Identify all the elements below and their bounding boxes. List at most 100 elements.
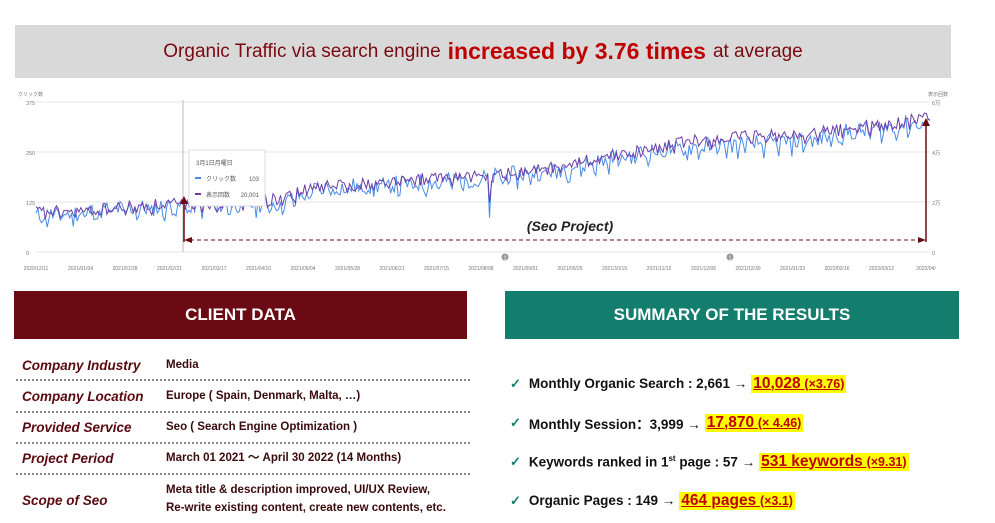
- seo-project-label: (Seo Project): [527, 218, 614, 234]
- x-tick-label: 2021/11/12: [647, 266, 672, 272]
- summary-highlight: 17,870 (× 4.46): [704, 413, 804, 432]
- annotation-marker-label: 1: [504, 256, 507, 262]
- x-tick-label: 2021/01/23: [780, 266, 805, 272]
- summary-header: SUMMARY OF THE RESULTS: [505, 291, 959, 339]
- tooltip-clicks-value: 103: [249, 177, 260, 183]
- annotation-marker: [501, 253, 509, 261]
- client-value: Meta title & description improved, UI/UX…: [166, 482, 446, 518]
- tooltip-box: [188, 149, 266, 207]
- x-tick-label: 2021/02/21: [157, 266, 182, 272]
- left-tick-label: 0: [26, 251, 29, 257]
- x-tick-label: 2020/12/11: [24, 266, 49, 272]
- check-icon: ✓: [510, 453, 521, 469]
- summary-item: ✓ Organic Pages : 149 → 464 pages (×3.1): [510, 481, 970, 520]
- client-row-service: Provided Service Seo ( Search Engine Opt…: [16, 413, 470, 444]
- summary-title: SUMMARY OF THE RESULTS: [613, 305, 851, 324]
- summary-prefix: Keywords ranked in 1st page : 57 →: [529, 454, 755, 470]
- right-tick-label: 0: [932, 251, 935, 257]
- client-label: Provided Service: [22, 420, 132, 435]
- right-tick-label: 2万: [932, 200, 941, 207]
- annotation-marker: [726, 253, 734, 261]
- summary-prefix: Organic Pages : 149 →: [528, 493, 676, 508]
- annotation-marker-label: 1: [729, 256, 732, 262]
- client-value: Europe ( Spain, Denmark, Malta, …): [166, 389, 361, 402]
- summary-item: ✓ Keywords ranked in 1st page : 57 → 531…: [510, 442, 970, 481]
- summary-multiplier: (×9.31): [866, 454, 907, 469]
- tooltip-date: 3月1日月曜日: [196, 160, 233, 167]
- tooltip-impressions-value: 20,001: [241, 193, 260, 199]
- arrow-right-head: [922, 118, 930, 126]
- client-row-scope: Scope of Seo Meta title & description im…: [16, 475, 470, 523]
- summary-multiplier: (× 4.46): [757, 415, 802, 430]
- x-tick-label: 2022/04/: [916, 266, 936, 272]
- summary-prefix-b: page : 57 →: [675, 454, 756, 470]
- summary-highlight: 531 keywords (×9.31): [759, 452, 909, 471]
- x-tick-label: 2021/05/04: [290, 266, 315, 272]
- x-tick-label: 2021/07/15: [424, 266, 449, 272]
- summary-highlight: 464 pages (×3.1): [679, 491, 795, 510]
- client-value: Seo ( Search Engine Optimization ): [166, 421, 358, 434]
- summary-prefix: Monthly Organic Search : 2,661 →: [528, 376, 748, 391]
- summary-item: ✓ Monthly Organic Search : 2,661 → 10,02…: [510, 364, 970, 403]
- summary-value: 531 keywords: [761, 452, 863, 470]
- client-label: Project Period: [22, 451, 114, 466]
- x-tick-label: 2021/12/06: [691, 266, 716, 272]
- headline-banner: Organic Traffic via search engine increa…: [15, 25, 951, 78]
- summary-highlight: 10,028 (×3.76): [751, 374, 847, 393]
- x-tick-label: 2021/09/25: [557, 266, 582, 272]
- check-icon: ✓: [510, 414, 521, 430]
- arrow-span-head-right: [918, 237, 926, 243]
- check-icon: ✓: [510, 375, 521, 391]
- client-value: March 01 2021 〜 April 30 2022 (14 Months…: [166, 452, 402, 465]
- summary-prefix: Monthly Session：3,999 →: [528, 416, 701, 432]
- summary-sup: st: [668, 453, 676, 463]
- arrow-span-head-left: [184, 237, 192, 243]
- tooltip-impressions-label: 表示回数: [206, 191, 230, 199]
- x-tick-label: 2021/08/08: [468, 266, 493, 272]
- left-tick-label: 125: [26, 201, 35, 207]
- tooltip-clicks-label: クリック数: [206, 175, 236, 183]
- x-tick-label: 2021/03/17: [201, 266, 226, 272]
- summary-multiplier: (×3.76): [804, 376, 845, 391]
- summary-list: ✓ Monthly Organic Search : 2,661 → 10,02…: [510, 364, 970, 520]
- left-axis-label: クリック数: [18, 91, 43, 98]
- left-tick-label: 250: [26, 151, 35, 157]
- series-line-impressions: [35, 112, 931, 220]
- client-value: Media: [166, 359, 199, 371]
- x-tick-label: 2021/05/28: [335, 266, 360, 272]
- right-axis-label: 表示回数: [928, 91, 948, 98]
- summary-value: 17,870: [706, 413, 755, 431]
- left-tick-label: 375: [26, 101, 35, 107]
- x-tick-label: 2022/02/16: [824, 266, 849, 272]
- arrow-left-head: [180, 196, 188, 204]
- check-icon: ✓: [510, 492, 521, 508]
- summary-item: ✓ Monthly Session：3,999 → 17,870 (× 4.46…: [510, 403, 970, 442]
- x-tick-label: 2021/01/04: [68, 266, 93, 272]
- summary-prefix-a: Keywords ranked in 1: [528, 454, 669, 470]
- scope-line-1: Meta title & description improved, UI/UX…: [166, 484, 431, 497]
- summary-value: 464 pages: [681, 491, 757, 509]
- client-data-table: Company Industry Media Company Location …: [16, 352, 470, 523]
- right-tick-label: 6万: [932, 100, 941, 107]
- x-tick-label: 2021/04/10: [246, 266, 271, 272]
- summary-value: 10,028: [753, 374, 801, 392]
- headline-text: Organic Traffic via search engine: [163, 40, 441, 62]
- client-row-location: Company Location Europe ( Spain, Denmark…: [16, 381, 470, 413]
- right-tick-label: 4万: [932, 150, 941, 157]
- x-tick-label: 2021/10/19: [602, 266, 627, 272]
- x-tick-label: 2021/01/28: [112, 266, 137, 272]
- client-row-period: Project Period March 01 2021 〜 April 30 …: [16, 444, 470, 475]
- client-label: Company Location: [22, 388, 144, 404]
- client-label: Scope of Seo: [22, 492, 108, 508]
- headline-emphasis: increased by 3.76 times: [447, 38, 706, 64]
- client-label: Company Industry: [22, 358, 141, 373]
- headline-suffix: at average: [712, 40, 803, 62]
- x-tick-label: 2021/06/21: [379, 266, 404, 272]
- client-data-title: CLIENT DATA: [185, 305, 296, 324]
- x-tick-label: 2021/12/30: [735, 266, 760, 272]
- scope-line-2: Re-write existing content, create new co…: [166, 502, 446, 514]
- client-data-header: CLIENT DATA: [14, 291, 467, 339]
- x-tick-label: 2021/09/01: [513, 266, 538, 272]
- client-row-industry: Company Industry Media: [16, 352, 470, 381]
